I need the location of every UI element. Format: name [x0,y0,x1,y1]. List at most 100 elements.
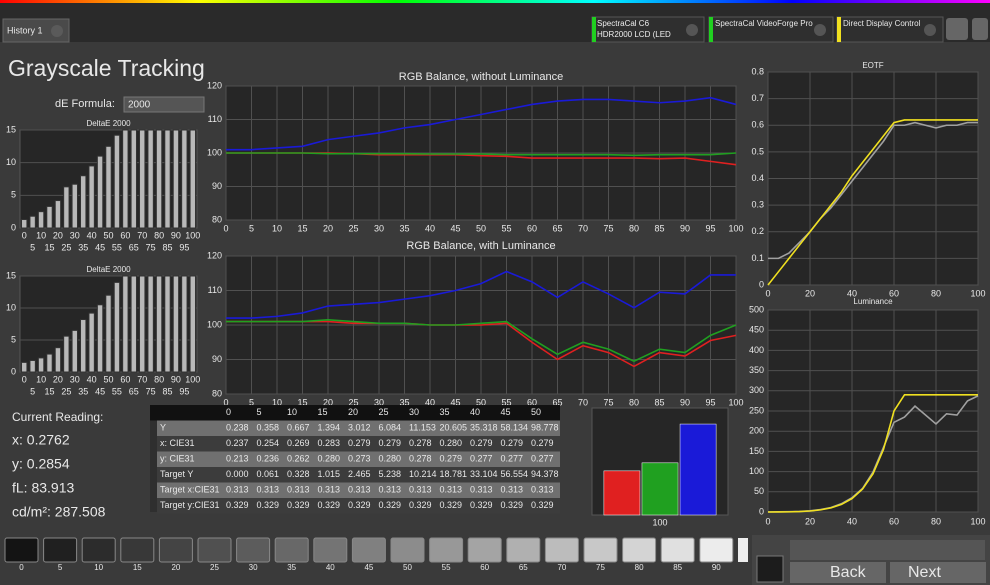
swatch[interactable] [622,537,657,563]
y-tick-label: 5 [11,190,16,200]
swatch[interactable] [506,537,541,563]
x-tick-label: 40 [87,374,97,384]
swatch[interactable] [236,537,271,563]
bar [189,129,196,229]
table-cell: 0.277 [531,454,554,464]
x-tick-label: 85 [654,397,664,407]
bar [679,423,717,516]
chart-title: RGB Balance, without Luminance [399,71,563,83]
collapse-button[interactable] [972,18,988,40]
x-tick-label: 80 [931,288,941,298]
table-row-bg [157,482,560,498]
bar [80,319,87,373]
swatch[interactable] [660,537,695,563]
source-box[interactable] [591,16,705,43]
back-button[interactable] [790,562,886,583]
swatch-label: 35 [287,563,296,572]
x-tick-label: 80 [931,516,941,526]
table-cell: 58.134 [501,423,529,433]
x-tick-label: 25 [348,223,358,233]
table-cell: 0.254 [257,438,280,448]
bar [105,145,112,229]
x-tick-label: 75 [603,223,613,233]
swatch[interactable] [429,537,464,563]
record-button[interactable] [756,555,784,583]
swatch[interactable] [467,537,502,563]
y-tick-label: 450 [749,325,764,335]
table-cell: 0.238 [226,423,249,433]
reading-value: cd/m²: 287.508 [12,504,106,520]
x-tick-label: 65 [552,223,562,233]
dropdown[interactable] [686,24,698,36]
next-button[interactable] [890,562,986,583]
swatch[interactable] [699,537,734,563]
table-row-label: Target Y [160,469,193,479]
table-cell: 0.328 [287,469,310,479]
swatch-label: 5 [58,563,63,572]
swatch[interactable] [390,537,425,563]
table-cell: 0.273 [348,454,371,464]
dropdown[interactable] [924,24,936,36]
swatch[interactable] [81,537,116,563]
y-tick-label: 0.6 [751,120,764,130]
settings-button[interactable] [946,18,968,40]
bar [105,294,112,373]
y-tick-label: 400 [749,345,764,355]
x-tick-label: 55 [112,242,122,252]
tab[interactable] [2,18,70,43]
add-tab[interactable] [51,25,63,37]
swatch[interactable] [43,537,78,563]
source-label: SpectraCal VideoForge Pro [715,19,813,28]
swatch[interactable] [158,537,193,563]
table-cell: 2.465 [348,469,371,479]
swatch[interactable] [120,537,155,563]
swatch[interactable] [274,537,309,563]
table-cell: 0.279 [440,454,463,464]
page-title: Grayscale Tracking [8,55,205,81]
x-tick-label: 10 [272,397,282,407]
swatch-label: 45 [364,563,373,572]
table-cell: 0.236 [257,454,280,464]
table-cell: 0.278 [409,454,432,464]
swatch[interactable] [4,537,39,563]
swatch[interactable] [351,537,386,563]
y-tick-label: 10 [6,157,16,167]
series-line [767,119,978,286]
swatch-label: 85 [673,563,682,572]
table-cell: 33.104 [470,469,498,479]
x-tick-label: 65 [129,242,139,252]
dropdown[interactable] [814,24,826,36]
de-formula-select[interactable] [123,96,205,113]
swatch[interactable] [544,537,579,563]
y-tick-label: 100 [207,147,222,157]
swatch[interactable] [738,538,748,562]
table-cell: 0.280 [379,454,402,464]
x-tick-label: 60 [120,374,130,384]
button-label: Next [908,564,941,581]
x-tick-label: 45 [95,386,105,396]
bar [130,129,137,229]
x-tick-label: 95 [179,242,189,252]
bar [37,211,45,229]
x-tick-label: 0 [223,223,228,233]
swatch[interactable] [313,537,348,563]
swatch[interactable] [583,537,618,563]
swatch-label: 10 [94,563,103,572]
x-tick-label: 45 [450,223,460,233]
table-cell: 0.277 [470,454,493,464]
table-row-bg [157,498,560,514]
bar [29,215,36,229]
x-tick-label: 35 [78,386,88,396]
y-tick-label: 0.8 [751,66,764,76]
table-cell: 0.667 [287,423,310,433]
table-header: 30 [409,407,419,417]
swatch[interactable] [197,537,232,563]
table-cell: 6.084 [379,423,402,433]
x-tick-label: 70 [137,230,147,240]
bar [189,275,196,373]
table-cell: 0.329 [440,500,463,510]
x-tick-label: 70 [578,397,588,407]
bar [71,183,78,229]
x-tick-label: 15 [44,242,54,252]
